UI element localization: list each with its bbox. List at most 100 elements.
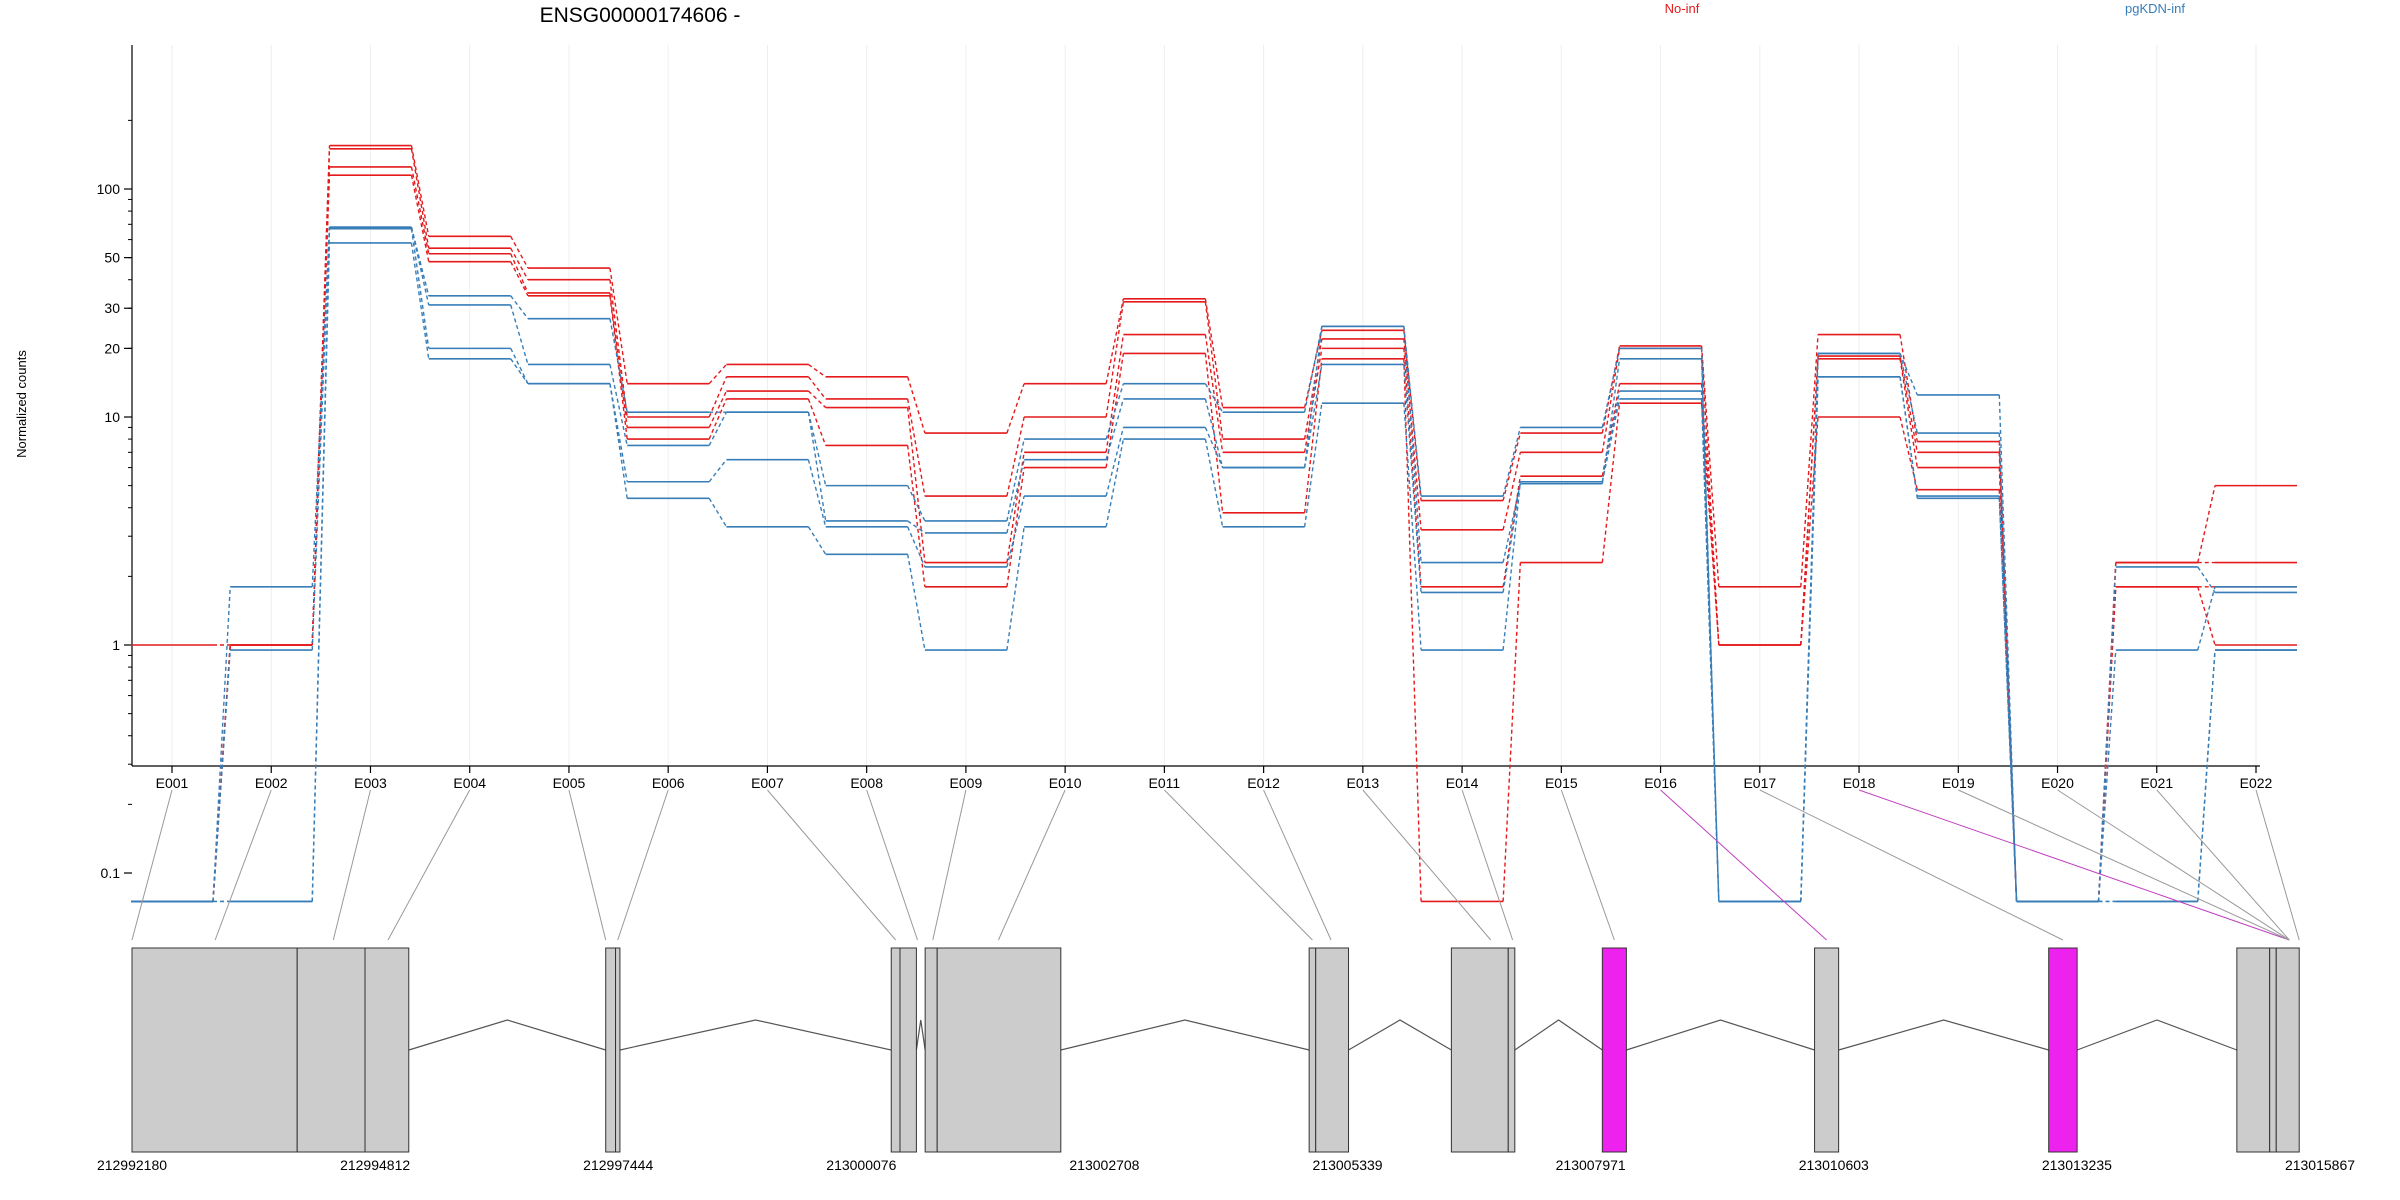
exon-block-highlighted [1601,947,1627,1153]
exon-block [364,947,410,1153]
series-no-inf-2 [131,166,2297,903]
step-connector [807,459,827,527]
step-connector [1601,348,1621,453]
step-connector [1998,498,2018,902]
step-connector [311,175,331,646]
step-connector [807,376,827,400]
exon-connector-e010 [997,789,1066,941]
exon-connector-e003 [332,789,371,941]
series-lines [131,144,2297,903]
step-connector [1502,481,1522,593]
genomic-coordinate-label: 213002708 [1069,1157,1139,1173]
exon-connector-e009 [932,789,967,941]
step-connector [807,526,827,555]
exon-connector-e017 [1759,789,2064,941]
step-connector [1006,383,1025,434]
legend-entry-pgkdn-inf: pgKDN-inf [2125,1,2185,16]
step-connector [1800,334,1819,587]
intron-line [1348,1019,1452,1051]
step-connector [1700,403,1720,646]
genomic-coordinate-label: 212992180 [97,1157,167,1173]
step-connector [2197,650,2216,902]
x-axis: E001 E002 E003 E004 E005 E006 E007 E008 E009 E010… [132,765,2273,791]
exon-connector-e011 [1164,789,1313,941]
y-tick-label: 10 [104,409,120,425]
x-tick-label-e002: E002 [255,775,288,791]
step-connector [1105,298,1125,384]
exon-block [1507,947,1516,1153]
x-tick-label-e009: E009 [950,775,983,791]
step-connector [410,228,430,349]
x-tick-label-e010: E010 [1049,775,1082,791]
step-connector [609,292,628,428]
step-connector [2197,485,2216,563]
step-connector [609,279,628,418]
exon-connector-e004 [387,789,471,941]
step-connector [1006,416,1025,497]
step-connector [907,526,926,568]
step-connector [1800,376,1819,902]
step-connector [410,227,430,306]
y-tick-label: 50 [104,250,120,266]
exon-connector-e019 [1958,789,2290,941]
exon-connector-e022 [2255,789,2300,941]
exon-block [1315,947,1350,1153]
step-connector [1403,326,1422,563]
step-connector [1204,427,1224,468]
step-connector [906,398,926,497]
genomic-coordinate-label: 213010603 [1799,1157,1869,1173]
x-tick-label-e017: E017 [1743,775,1776,791]
genomic-coordinate-label: 213000076 [826,1157,896,1173]
step-connector [1303,364,1323,468]
exon-block [2236,947,2271,1153]
step-connector [2197,586,2216,651]
exon-connector-e005 [568,789,607,941]
step-connector [410,242,430,359]
x-tick-label-e018: E018 [1843,775,1876,791]
x-tick-label-e021: E021 [2140,775,2173,791]
x-tick-label-e022: E022 [2240,775,2273,791]
step-connector [1303,338,1323,440]
step-connector [1899,353,1918,396]
x-tick-label-e011: E011 [1149,775,1181,791]
step-connector [510,261,529,297]
series-no-inf-3 [131,174,2297,903]
step-connector [1105,427,1125,497]
exon-connector-e021 [2156,789,2290,941]
step-connector [410,148,430,249]
step-connector [1899,358,1918,468]
step-connector [1601,358,1621,484]
step-connector [609,383,628,499]
step-connector [311,227,331,651]
exon-connector-lines [131,789,2300,941]
step-connector [1006,467,1025,587]
exon-block [936,947,1062,1153]
series-pgkdn-inf-6 [131,227,2297,903]
intron-line [1626,1019,1815,1051]
y-tick-label: 20 [104,340,120,356]
step-connector [906,376,926,434]
step-connector [2197,566,2216,593]
step-connector [1006,495,1025,568]
step-connector [1105,398,1125,460]
intron-line [1838,1019,2049,1051]
step-connector [708,497,728,528]
exon-block [605,947,617,1153]
exon-block [924,947,938,1153]
genomic-coordinate-label: 212994812 [340,1157,410,1173]
x-tick-label-e014: E014 [1446,775,1479,791]
step-connector [808,363,827,378]
exon-connector-e008 [866,789,918,941]
step-connector [1105,334,1125,453]
step-connector [708,459,727,483]
step-connector [410,166,430,254]
series-pgkdn-inf-7 [131,242,2297,903]
step-connector [1502,432,1522,501]
exon-block [2269,947,2277,1153]
step-connector [510,295,529,320]
step-connector [1502,476,1522,587]
step-connector [708,376,728,418]
genomic-coordinate-label: 213015867 [2285,1157,2355,1173]
step-connector [1403,326,1422,497]
